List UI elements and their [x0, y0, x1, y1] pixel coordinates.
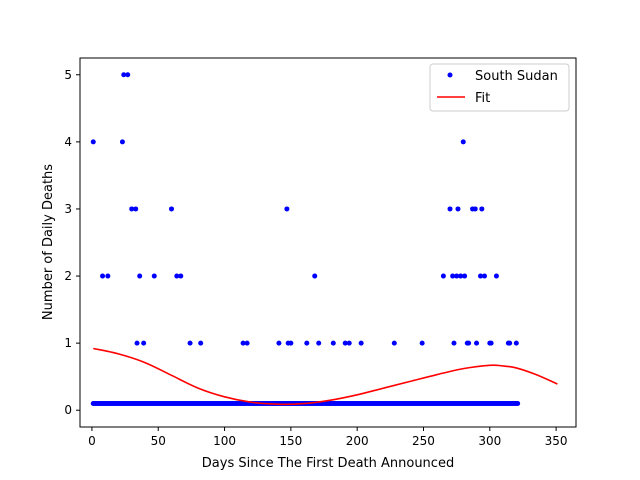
- y-tick-label: 2: [64, 269, 72, 283]
- data-point: [125, 72, 131, 78]
- x-axis-label: Days Since The First Death Announced: [202, 456, 454, 471]
- data-point: [440, 273, 446, 279]
- x-tick-label: 200: [346, 434, 369, 448]
- data-point: [187, 340, 193, 346]
- data-point: [169, 206, 175, 212]
- data-point: [447, 206, 453, 212]
- x-tick-label: 100: [213, 434, 236, 448]
- data-point: [133, 206, 139, 212]
- data-point: [460, 139, 466, 145]
- y-tick-label: 3: [64, 202, 72, 216]
- data-point: [198, 340, 204, 346]
- data-point: [454, 273, 460, 279]
- data-point: [174, 273, 180, 279]
- data-point: [419, 340, 425, 346]
- fit-line: [93, 347, 558, 406]
- data-point: [90, 139, 96, 145]
- x-axis-ticks: 0 50 100 150 200 250 300 350: [88, 427, 568, 448]
- x-tick-label: 0: [88, 434, 96, 448]
- y-tick-label: 4: [64, 135, 72, 149]
- data-point: [474, 340, 480, 346]
- legend-label-fit: Fit: [475, 91, 490, 106]
- data-point: [342, 340, 348, 346]
- x-tick-label: 350: [545, 434, 568, 448]
- legend: South Sudan Fit: [429, 63, 570, 112]
- data-point: [479, 206, 485, 212]
- legend-marker-south-sudan: [447, 72, 453, 78]
- data-point: [455, 206, 461, 212]
- y-axis-ticks: 0 1 2 3 4 5: [64, 68, 80, 417]
- data-point: [458, 273, 464, 279]
- data-point: [466, 340, 472, 346]
- data-point: [316, 340, 322, 346]
- legend-label-south-sudan: South Sudan: [475, 69, 558, 84]
- data-point: [178, 273, 184, 279]
- data-point: [119, 139, 125, 145]
- data-point: [100, 273, 106, 279]
- data-point: [450, 273, 456, 279]
- plot-frame: [79, 57, 577, 428]
- data-point: [481, 273, 487, 279]
- y-axis-label: Number of Daily Deaths: [41, 164, 56, 320]
- plot-marks: [90, 72, 558, 407]
- data-point: [121, 72, 127, 78]
- x-tick-label: 50: [151, 434, 166, 448]
- data-point: [141, 340, 147, 346]
- data-point: [304, 340, 310, 346]
- data-point: [513, 340, 519, 346]
- data-point: [493, 273, 499, 279]
- data-point: [507, 340, 513, 346]
- x-tick-label: 250: [412, 434, 435, 448]
- y-tick-label: 1: [64, 336, 72, 350]
- data-point: [330, 340, 336, 346]
- legend-box: [429, 63, 570, 112]
- data-point: [451, 340, 457, 346]
- data-point: [129, 206, 135, 212]
- y-tick-label: 5: [64, 68, 72, 82]
- data-point: [478, 273, 484, 279]
- data-point: [346, 340, 352, 346]
- data-point: [288, 340, 294, 346]
- data-point: [105, 273, 111, 279]
- data-point: [276, 340, 282, 346]
- data-point: [240, 340, 246, 346]
- data-point: [137, 273, 143, 279]
- data-point: [391, 340, 397, 346]
- data-point: [312, 273, 318, 279]
- data-point: [358, 340, 364, 346]
- y-tick-label: 0: [64, 403, 72, 417]
- data-point: [244, 340, 250, 346]
- data-point: [488, 340, 494, 346]
- data-point: [284, 206, 290, 212]
- x-tick-label: 300: [478, 434, 501, 448]
- data-point: [151, 273, 157, 279]
- data-point: [462, 273, 468, 279]
- data-point: [472, 206, 478, 212]
- data-point: [134, 340, 140, 346]
- x-tick-label: 150: [279, 434, 302, 448]
- data-point-zero: [515, 401, 521, 407]
